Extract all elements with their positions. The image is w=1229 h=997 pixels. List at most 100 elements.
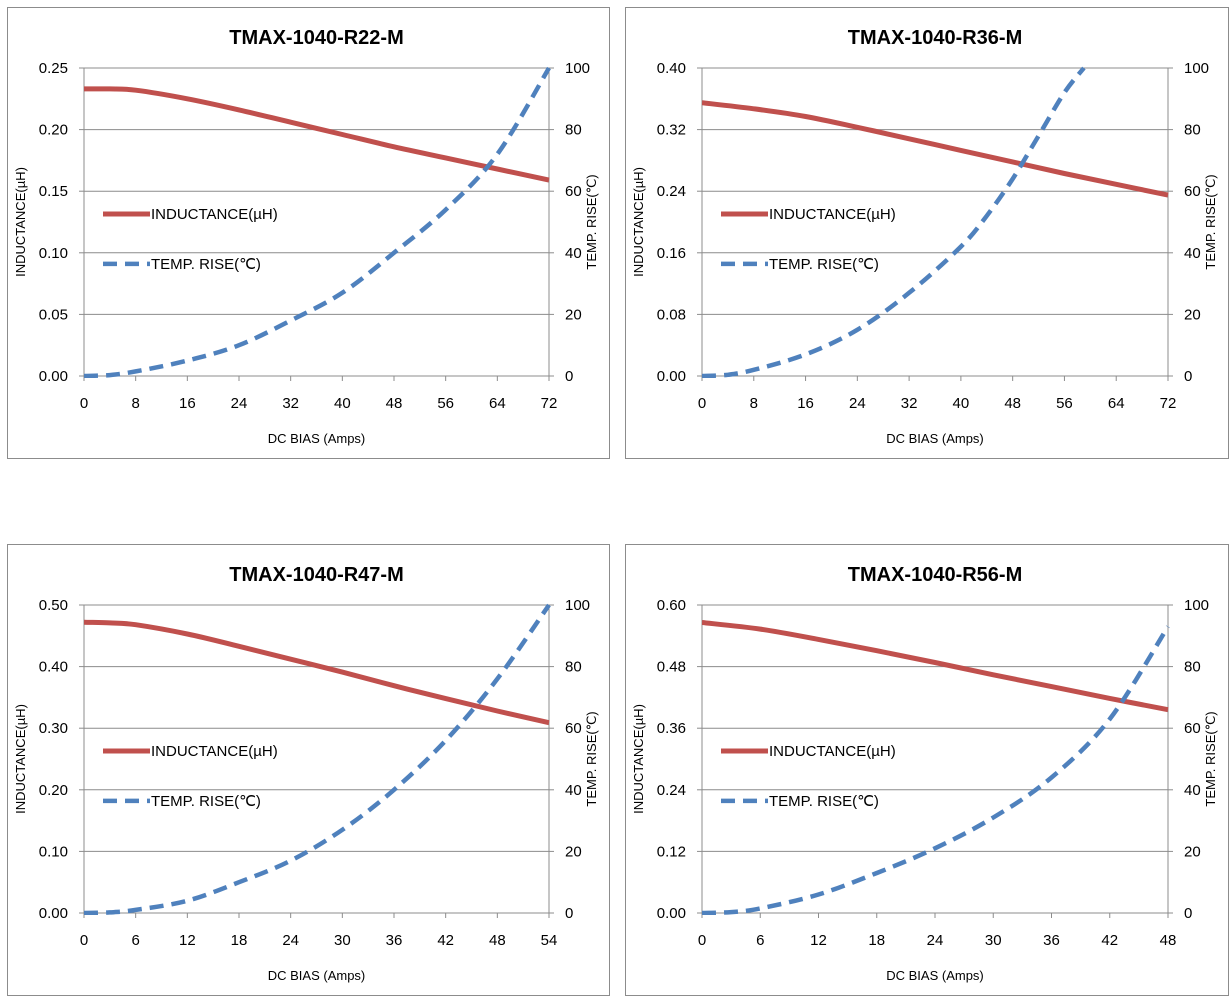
y-tick-label: 0.40	[657, 60, 686, 77]
y-axis-label: INDUCTANCE(µH)	[631, 167, 646, 277]
chart-r22: TMAX-1040-R22-M 0.00 0.05 0.10 0.15 0.20 0.25 0…	[13, 27, 599, 446]
inductance-line	[84, 619, 550, 726]
legend-inductance-label: INDUCTANCE(µH)	[769, 743, 896, 760]
x-tick-label: 0	[80, 395, 88, 412]
y2-tick-label: 80	[565, 659, 582, 676]
y2-tick-label: 100	[1184, 60, 1209, 77]
x-axis-label: DC BIAS (Amps)	[268, 431, 366, 446]
x-tick-label: 40	[334, 395, 351, 412]
x-tick-label: 36	[386, 932, 403, 949]
inductance-line	[702, 100, 1169, 198]
x-tick-label: 48	[386, 395, 403, 412]
y2-tick-label: 40	[565, 245, 582, 262]
y-tick-label: 0.48	[657, 659, 686, 676]
chart-panel-r22: TMAX-1040-R22-M 0.00 0.05 0.10 0.15 0.20 0.25 0…	[7, 7, 610, 459]
legend-temp-rise-label: TEMP. RISE(℃)	[151, 256, 261, 273]
y2-tick-label: 0	[1184, 905, 1192, 922]
temp-rise-line	[702, 66, 1086, 378]
x-tick-label: 16	[797, 395, 814, 412]
y-tick-label: 0.00	[39, 368, 68, 385]
x-tick-label: 24	[849, 395, 866, 412]
inductance-line	[702, 620, 1169, 713]
x-tick-label: 48	[489, 932, 506, 949]
y2-tick-label: 100	[565, 597, 590, 614]
x-tick-label: 54	[541, 932, 558, 949]
inductance-line	[84, 86, 550, 183]
x-tick-label: 72	[541, 395, 558, 412]
y2-tick-label: 20	[565, 843, 582, 860]
x-tick-label: 42	[1101, 932, 1118, 949]
x-tick-label: 48	[1004, 395, 1021, 412]
chart-title: TMAX-1040-R22-M	[229, 27, 403, 49]
y2-tick-label: 60	[565, 183, 582, 200]
y-tick-label: 0.16	[657, 245, 686, 262]
x-tick-label: 8	[750, 395, 758, 412]
x-tick-label: 18	[868, 932, 885, 949]
x-tick-label: 56	[437, 395, 454, 412]
y-tick-label: 0.00	[39, 905, 68, 922]
x-axis-label: DC BIAS (Amps)	[886, 968, 984, 983]
y-tick-label: 0.20	[39, 122, 68, 139]
y2-tick-label: 100	[1184, 597, 1209, 614]
y2-tick-label: 60	[1184, 183, 1201, 200]
x-tick-label: 64	[489, 395, 506, 412]
x-tick-label: 12	[810, 932, 827, 949]
legend-inductance-label: INDUCTANCE(µH)	[151, 206, 278, 223]
chart-panel-r47: TMAX-1040-R47-M 0.00 0.10 0.20 0.30 0.40 0.50 0…	[7, 544, 610, 996]
y2-tick-label: 80	[1184, 659, 1201, 676]
x-tick-label: 32	[282, 395, 299, 412]
x-tick-label: 72	[1160, 395, 1177, 412]
y-tick-label: 0.00	[657, 368, 686, 385]
x-tick-label: 24	[282, 932, 299, 949]
x-tick-label: 24	[927, 932, 944, 949]
y-tick-label: 0.40	[39, 659, 68, 676]
y-tick-label: 0.08	[657, 306, 686, 323]
y-tick-label: 0.05	[39, 306, 68, 323]
x-axis-label: DC BIAS (Amps)	[886, 431, 984, 446]
x-tick-label: 6	[131, 932, 139, 949]
y-tick-label: 0.24	[657, 782, 686, 799]
x-tick-label: 6	[756, 932, 764, 949]
chart-r56: TMAX-1040-R56-M 0.00 0.12 0.24 0.36 0.48 0.60 0…	[631, 564, 1218, 983]
y2-tick-label: 20	[565, 306, 582, 323]
temp-rise-line	[84, 603, 551, 915]
y-tick-label: 0.15	[39, 183, 68, 200]
legend-temp-rise-label: TEMP. RISE(℃)	[151, 793, 261, 810]
y-tick-label: 0.24	[657, 183, 686, 200]
y2-axis-label: TEMP. RISE(℃)	[1203, 174, 1218, 269]
x-tick-label: 30	[334, 932, 351, 949]
x-tick-label: 40	[953, 395, 970, 412]
y-tick-label: 0.10	[39, 843, 68, 860]
x-tick-label: 0	[698, 932, 706, 949]
legend-temp-rise-label: TEMP. RISE(℃)	[769, 793, 879, 810]
x-tick-label: 0	[698, 395, 706, 412]
y2-axis-label: TEMP. RISE(℃)	[1203, 711, 1218, 806]
y-tick-label: 0.00	[657, 905, 686, 922]
x-tick-label: 16	[179, 395, 196, 412]
y2-tick-label: 0	[1184, 368, 1192, 385]
y2-tick-label: 100	[565, 60, 590, 77]
y-tick-label: 0.60	[657, 597, 686, 614]
y2-axis-label: TEMP. RISE(℃)	[584, 711, 599, 806]
y2-axis-label: TEMP. RISE(℃)	[584, 174, 599, 269]
y-tick-label: 0.30	[39, 720, 68, 737]
legend-inductance-label: INDUCTANCE(µH)	[769, 206, 896, 223]
x-tick-label: 36	[1043, 932, 1060, 949]
temp-rise-line	[84, 66, 551, 378]
y2-tick-label: 40	[1184, 782, 1201, 799]
y-tick-label: 0.36	[657, 720, 686, 737]
x-tick-label: 12	[179, 932, 196, 949]
y2-tick-label: 40	[565, 782, 582, 799]
y-tick-label: 0.32	[657, 122, 686, 139]
chart-r47: TMAX-1040-R47-M 0.00 0.10 0.20 0.30 0.40 0.50 0…	[13, 564, 599, 983]
legend-temp-rise-label: TEMP. RISE(℃)	[769, 256, 879, 273]
y2-tick-label: 0	[565, 905, 573, 922]
x-tick-label: 56	[1056, 395, 1073, 412]
y2-tick-label: 80	[565, 122, 582, 139]
x-tick-label: 42	[437, 932, 454, 949]
x-tick-label: 32	[901, 395, 918, 412]
y-tick-label: 0.12	[657, 843, 686, 860]
chart-panel-r56: TMAX-1040-R56-M 0.00 0.12 0.24 0.36 0.48 0.60 0…	[625, 544, 1229, 996]
y2-tick-label: 20	[1184, 306, 1201, 323]
y-axis-label: INDUCTANCE(µH)	[631, 704, 646, 814]
